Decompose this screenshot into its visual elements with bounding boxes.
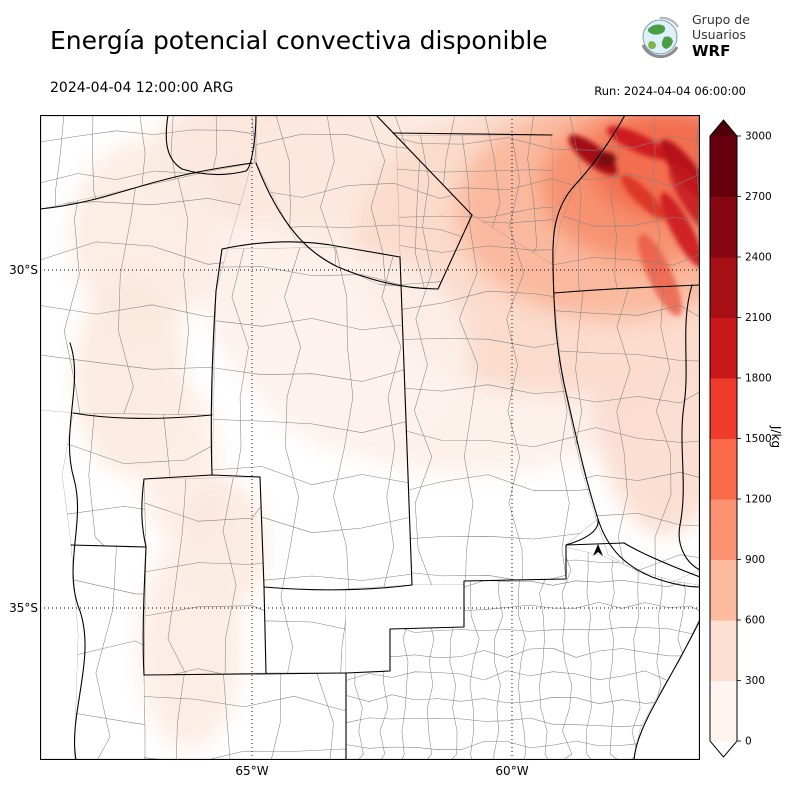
cape-map-figure bbox=[40, 115, 700, 760]
colorbar-unit-label: J/kg bbox=[769, 425, 783, 449]
buenos-aires-marker bbox=[593, 544, 603, 556]
colorbar: 0 300 600 900 1200 1500 1800 2100 2400 2700 3000 bbox=[709, 119, 772, 758]
valid-time-label: 2024-04-04 12:00:00 ARG bbox=[50, 80, 234, 96]
x-axis-tick-60w: 60°W bbox=[495, 764, 529, 778]
colorbar-segment bbox=[710, 680, 737, 742]
logo-text-line2: Usuarios bbox=[692, 27, 747, 43]
y-axis-tick-30s: 30°S bbox=[9, 263, 38, 277]
logo-text-wrf: WRF bbox=[692, 41, 731, 60]
map-frame bbox=[40, 115, 700, 760]
globe-icon bbox=[641, 16, 679, 59]
province-boundaries-layer bbox=[40, 115, 700, 760]
colorbar-tick-label: 2100 bbox=[745, 312, 772, 324]
colorbar-tick-label: 600 bbox=[745, 615, 765, 627]
colorbar-tick-label: 1500 bbox=[745, 433, 772, 445]
colorbar-segment bbox=[710, 620, 737, 681]
colorbar-tick-label: 2400 bbox=[745, 252, 772, 264]
x-axis-tick-65w: 65°W bbox=[235, 764, 269, 778]
colorbar-tick-label: 3000 bbox=[745, 131, 772, 143]
colorbar-tick-label: 2700 bbox=[745, 191, 772, 203]
y-axis-tick-35s: 35°S bbox=[9, 601, 38, 615]
colorbar-segment bbox=[710, 317, 737, 379]
colorbar-tick-label: 1200 bbox=[745, 494, 772, 506]
colorbar-under-arrow bbox=[710, 741, 737, 757]
colorbar-tick-label: 1800 bbox=[745, 373, 772, 385]
colorbar-segment bbox=[710, 438, 737, 500]
logo-text-line1: Grupo de bbox=[692, 12, 750, 28]
colorbar-tick-label: 300 bbox=[745, 675, 765, 687]
colorbar-tick-label: 900 bbox=[745, 554, 765, 566]
colorbar-over-arrow bbox=[710, 120, 737, 136]
page-title: Energía potencial convectiva disponible bbox=[50, 26, 548, 55]
colorbar-segment bbox=[710, 136, 737, 197]
colorbar-segment bbox=[710, 378, 737, 439]
colorbar-tick-label: 0 bbox=[745, 736, 752, 748]
colorbar-segment bbox=[710, 499, 737, 560]
colorbar-segment bbox=[710, 196, 737, 258]
cape-max-streaks-layer bbox=[568, 126, 700, 317]
colorbar-segment bbox=[710, 257, 737, 318]
colorbar-segment bbox=[710, 559, 737, 621]
run-time-label: Run: 2024-04-04 06:00:00 bbox=[594, 84, 746, 98]
wrf-logo: Grupo de Usuarios WRF bbox=[634, 11, 750, 63]
